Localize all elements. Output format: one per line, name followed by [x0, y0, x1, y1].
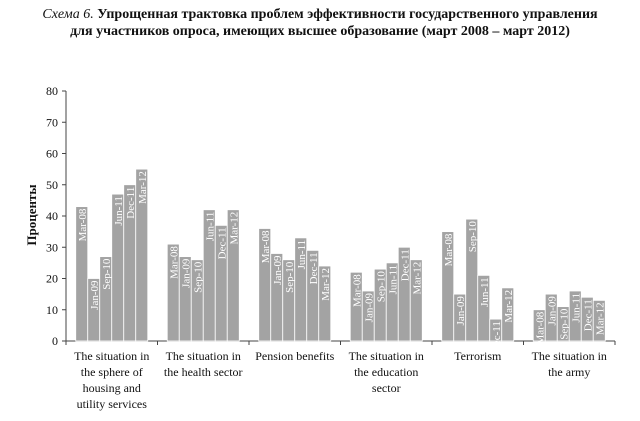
category-label: The situation in — [74, 349, 149, 363]
category-label: the army — [548, 365, 590, 379]
bar — [226, 209, 240, 342]
bar-label: Jun-11 — [387, 265, 399, 295]
bar-label: Dec-11 — [582, 299, 594, 331]
bar — [409, 259, 423, 342]
bar-label: Jun-11 — [296, 240, 308, 270]
category-label: Terrorism — [454, 349, 502, 363]
bar-label: Dec-11 — [216, 227, 228, 259]
bar-label: Sep-10 — [467, 221, 479, 253]
bar-label: Jan-09 — [89, 280, 101, 310]
bar-label: Sep-10 — [284, 261, 296, 293]
bar-label: Jan-09 — [546, 296, 558, 326]
bar-label: Jun-11 — [479, 277, 491, 307]
chart-title: Схема 6. Упрощенная трактовка проблем эф… — [40, 6, 600, 40]
y-tick-label: 20 — [46, 272, 58, 286]
bar-label: Jan-09 — [272, 255, 284, 285]
bar-label: Mar-08 — [260, 230, 272, 263]
category-label: The situation in — [349, 349, 424, 363]
bar-label: Sep-10 — [101, 258, 113, 290]
bar-label: Jun-11 — [113, 196, 125, 226]
y-tick-label: 80 — [46, 84, 58, 98]
y-tick-label: 30 — [46, 240, 58, 254]
bar — [441, 231, 455, 342]
category-label: housing and — [83, 381, 141, 395]
bar-label: Mar-08 — [443, 233, 455, 266]
y-tick-label: 70 — [46, 115, 58, 129]
bar-label: Jan-09 — [455, 296, 467, 326]
bar-label: Dec-11 — [491, 321, 503, 353]
bar-label: Mar-08 — [168, 246, 180, 279]
chart-title-prefix: Схема 6. — [42, 7, 94, 22]
bar — [135, 168, 149, 342]
category-label: the education — [354, 365, 418, 379]
y-tick-label: 10 — [46, 303, 58, 317]
bar-label: Mar-12 — [137, 171, 149, 204]
bar — [477, 274, 491, 342]
bar-label: Mar-12 — [320, 268, 332, 301]
bar-label: Mar-08 — [77, 208, 89, 241]
category-label: The situation in — [532, 349, 607, 363]
y-tick-label: 0 — [52, 334, 58, 348]
y-tick-label: 40 — [46, 209, 58, 223]
bar — [318, 265, 332, 342]
bar-label: Jan-09 — [180, 258, 192, 288]
bar-label: Jan-09 — [363, 293, 375, 323]
category-label: the sphere of — [81, 365, 143, 379]
category-label: utility services — [77, 397, 148, 411]
bar-label: Mar-12 — [503, 290, 515, 323]
y-tick-label: 60 — [46, 147, 58, 161]
bar-label: Sep-10 — [192, 261, 204, 293]
y-axis: 0 10 20 30 40 50 60 70 80 — [46, 84, 616, 348]
category-label: the health sector — [164, 365, 243, 379]
bar-label: Mar-12 — [594, 302, 606, 335]
bar-label: Jun-11 — [570, 293, 582, 323]
bar-label: Dec-11 — [308, 252, 320, 284]
bar — [501, 287, 515, 342]
bar-label: Mar-12 — [411, 262, 423, 295]
chart-title-text: Упрощенная трактовка проблем эффективнос… — [70, 7, 598, 39]
y-tick-label: 50 — [46, 178, 58, 192]
bar-label: Mar-12 — [228, 212, 240, 245]
category-label: Pension benefits — [255, 349, 334, 363]
category-labels: The situation in the sphere of housing and… — [74, 349, 607, 411]
category-label: The situation in — [166, 349, 241, 363]
bar-label: Sep-10 — [375, 271, 387, 303]
bar-label: Mar-08 — [534, 311, 546, 344]
bar — [75, 206, 89, 342]
bar-label: Sep-10 — [558, 308, 570, 340]
bar-label: Dec-11 — [125, 187, 137, 219]
y-axis-label: Проценты — [24, 184, 39, 245]
category-label: sector — [372, 381, 401, 395]
bar-label: Jun-11 — [204, 212, 216, 242]
bar-label: Dec-11 — [399, 249, 411, 281]
bar — [592, 299, 606, 342]
bar-label: Mar-08 — [351, 274, 363, 307]
